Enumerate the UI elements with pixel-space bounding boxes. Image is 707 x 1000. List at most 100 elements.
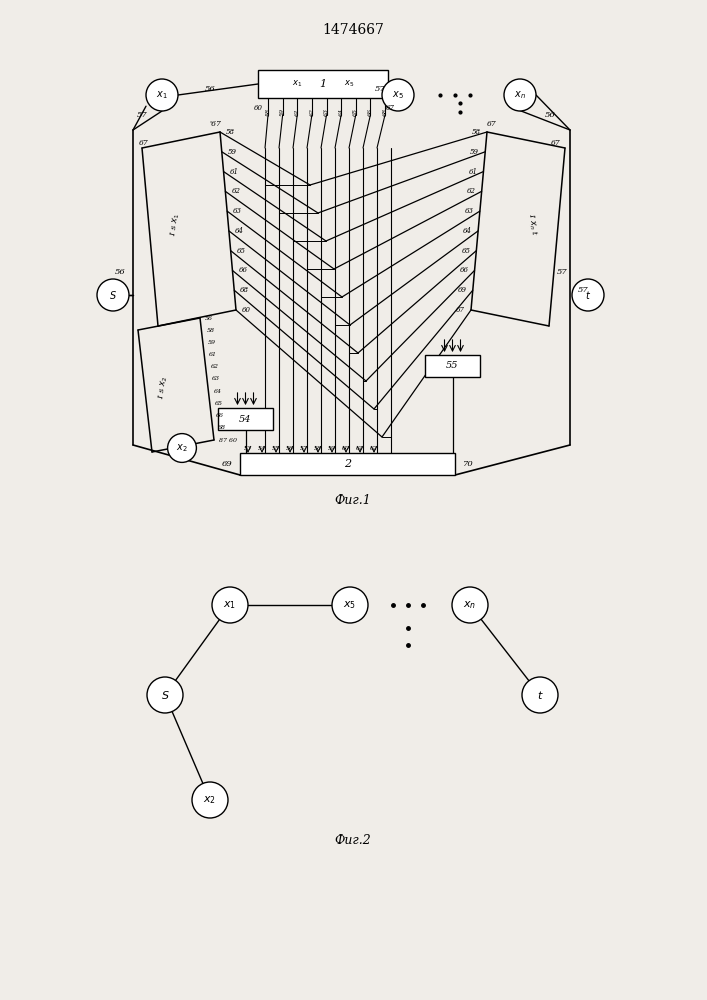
Text: 1: 1	[320, 79, 327, 89]
Text: 59: 59	[280, 108, 285, 116]
Circle shape	[168, 434, 197, 462]
Text: '67: '67	[209, 120, 221, 128]
Circle shape	[97, 279, 129, 311]
Text: 57: 57	[578, 286, 589, 294]
Text: 61: 61	[295, 108, 300, 116]
Text: 62: 62	[467, 187, 476, 195]
Text: 62: 62	[310, 108, 315, 116]
Text: 60: 60	[254, 104, 262, 112]
Text: I $x_n$ t: I $x_n$ t	[525, 213, 539, 237]
Text: I s $x_2$: I s $x_2$	[156, 376, 170, 400]
Circle shape	[504, 79, 536, 111]
Bar	[258, 70, 388, 98]
Text: 56: 56	[204, 85, 216, 93]
Text: 56: 56	[544, 111, 556, 119]
Text: 66: 66	[368, 108, 373, 116]
Text: 67: 67	[139, 139, 149, 147]
Circle shape	[332, 587, 368, 623]
Text: 61: 61	[209, 352, 217, 357]
Text: 53: 53	[244, 446, 252, 452]
Text: 65: 65	[354, 108, 358, 116]
Text: 59: 59	[228, 148, 237, 156]
Text: 64: 64	[235, 227, 244, 235]
Circle shape	[452, 587, 488, 623]
Text: 57: 57	[136, 111, 147, 119]
Text: 62: 62	[211, 364, 218, 369]
Text: $x_2$: $x_2$	[176, 442, 188, 454]
Text: 54: 54	[239, 414, 252, 424]
Text: 60: 60	[342, 446, 350, 452]
Text: 63: 63	[233, 207, 242, 215]
Text: Фиг.2: Фиг.2	[334, 834, 371, 846]
Text: Фиг.1: Фиг.1	[334, 493, 371, 506]
Text: 66: 66	[460, 266, 469, 274]
Text: 58: 58	[314, 446, 322, 452]
Text: 57: 57	[300, 446, 308, 452]
Text: 68: 68	[218, 425, 226, 430]
Text: 56: 56	[115, 268, 125, 276]
Text: 1474667: 1474667	[322, 23, 384, 37]
Text: 67: 67	[551, 139, 561, 147]
Text: $x_5$: $x_5$	[344, 79, 354, 89]
Text: 56: 56	[205, 316, 213, 320]
Circle shape	[382, 79, 414, 111]
Text: 66: 66	[216, 413, 224, 418]
Text: 58: 58	[472, 128, 481, 136]
Circle shape	[146, 79, 178, 111]
Text: 61: 61	[469, 168, 477, 176]
Text: $S$: $S$	[160, 689, 170, 701]
Circle shape	[572, 279, 604, 311]
Text: $x_5$: $x_5$	[344, 599, 356, 611]
Text: $x_1$: $x_1$	[292, 79, 302, 89]
Text: $t$: $t$	[537, 689, 544, 701]
Text: 67: 67	[487, 120, 497, 128]
Text: $t$: $t$	[585, 289, 591, 301]
Text: $x_n$: $x_n$	[463, 599, 477, 611]
Text: 59: 59	[208, 340, 216, 345]
Circle shape	[212, 587, 248, 623]
Bar	[240, 453, 455, 475]
Circle shape	[147, 677, 183, 713]
Text: 2: 2	[344, 459, 351, 469]
Text: $x_1$: $x_1$	[223, 599, 237, 611]
Text: 61: 61	[230, 168, 238, 176]
Text: 57: 57	[375, 85, 385, 93]
Text: 63: 63	[324, 108, 329, 116]
Text: 56: 56	[286, 446, 294, 452]
Circle shape	[192, 782, 228, 818]
Text: 68: 68	[240, 286, 250, 294]
Text: 70: 70	[463, 460, 474, 468]
Text: 64: 64	[214, 389, 221, 394]
Text: 65: 65	[237, 247, 245, 255]
Text: $x_n$: $x_n$	[514, 89, 526, 101]
Text: 59: 59	[470, 148, 479, 156]
Text: 65: 65	[215, 401, 223, 406]
Text: 64: 64	[463, 227, 472, 235]
Bar	[218, 408, 273, 430]
Text: 58: 58	[226, 128, 235, 136]
Text: 57: 57	[556, 268, 568, 276]
Text: $S$: $S$	[109, 289, 117, 301]
Text: 87 60: 87 60	[219, 438, 237, 442]
Text: 59: 59	[328, 446, 336, 452]
Text: 65: 65	[462, 247, 470, 255]
Text: 66: 66	[238, 266, 247, 274]
Text: $x_2$: $x_2$	[204, 794, 216, 806]
Text: 55: 55	[272, 446, 280, 452]
Bar	[425, 355, 480, 377]
Text: 54: 54	[258, 446, 266, 452]
Text: 63: 63	[212, 376, 220, 381]
Text: $x_5$: $x_5$	[392, 89, 404, 101]
Text: 62: 62	[231, 187, 240, 195]
Text: 64: 64	[339, 108, 344, 116]
Text: 67: 67	[456, 306, 465, 314]
Text: 61: 61	[356, 446, 364, 452]
Text: 69: 69	[221, 460, 232, 468]
Text: 67: 67	[385, 104, 395, 112]
Text: I s $x_1$: I s $x_1$	[168, 213, 182, 237]
Text: 68: 68	[382, 108, 387, 116]
Text: 58: 58	[206, 328, 214, 333]
Text: 69: 69	[457, 286, 467, 294]
Text: 58: 58	[266, 108, 271, 116]
Circle shape	[522, 677, 558, 713]
